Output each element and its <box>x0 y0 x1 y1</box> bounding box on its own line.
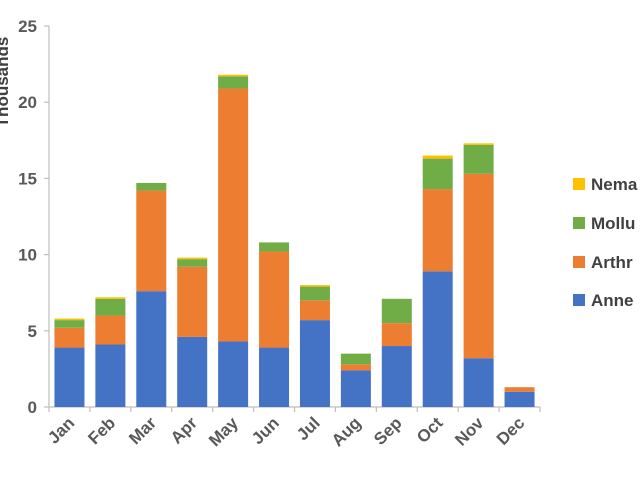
bar-segment-mollu-oct <box>422 158 453 190</box>
y-tick-label: 25 <box>18 17 37 36</box>
bar-segment-mollu-nov <box>463 144 494 174</box>
bar-segment-nema-apr <box>177 257 208 260</box>
y-tick-label: 15 <box>18 169 37 188</box>
x-tick-label: Mar <box>125 413 160 448</box>
bar-segment-anne-jul <box>299 320 330 407</box>
x-tick-label: Sep <box>370 413 405 448</box>
bar-segment-arthr-nov <box>463 173 494 359</box>
bar-segment-arthr-jan <box>54 327 85 348</box>
bar-segment-mollu-may <box>218 76 249 89</box>
bar-segment-arthr-mar <box>136 190 167 292</box>
y-axis-ticks: 0 5 10 15 20 25 <box>18 17 49 417</box>
y-tick-label: 0 <box>28 398 37 417</box>
bar-segment-anne-aug <box>340 370 371 407</box>
bar-segment-anne-apr <box>177 336 208 407</box>
bar-segment-mollu-jun <box>259 242 290 252</box>
bar-segment-arthr-feb <box>95 315 126 345</box>
legend-label-mollu: Mollu <box>591 214 635 233</box>
bar-segment-nema-oct <box>422 155 453 159</box>
bar-segment-anne-jun <box>259 347 290 407</box>
legend-swatch-anne <box>573 294 585 306</box>
x-tick-label: Apr <box>167 413 201 447</box>
bar-segment-nema-feb <box>95 297 126 299</box>
y-tick-label: 5 <box>28 322 37 341</box>
y-tick-label: 20 <box>18 93 37 112</box>
x-tick-label: Jul <box>293 413 324 444</box>
legend-swatch-arthr <box>573 256 585 268</box>
x-axis-ticks: Jan Feb Mar Apr May Jun Jul Aug Sep Oct Nov Dec <box>44 407 541 450</box>
x-tick-label: May <box>205 413 242 450</box>
bar-segment-arthr-dec <box>504 387 535 392</box>
bar-segment-arthr-jul <box>299 300 330 321</box>
bar-segment-anne-may <box>218 341 249 407</box>
legend-label-nema: Nema <box>591 175 638 194</box>
x-tick-label: Nov <box>451 413 488 450</box>
bar-segment-arthr-oct <box>422 189 453 272</box>
legend: Nema Mollu Arthr Anne <box>573 175 638 310</box>
bar-segment-mollu-sep <box>381 298 412 324</box>
bar-segment-mollu-apr <box>177 259 208 267</box>
x-tick-label: Jan <box>44 413 78 447</box>
bar-segment-anne-nov <box>463 358 494 407</box>
bar-segment-nema-may <box>218 74 249 77</box>
x-tick-label: Dec <box>493 413 528 448</box>
bar-segment-arthr-aug <box>340 364 371 371</box>
y-axis-label: Thousands <box>0 37 12 128</box>
bar-segment-mollu-mar <box>136 182 167 191</box>
y-tick-label: 10 <box>18 246 37 265</box>
bar-segment-anne-feb <box>95 344 126 407</box>
y-axis-label-group: Thousands <box>0 37 12 128</box>
legend-swatch-mollu <box>573 217 585 229</box>
bar-segment-anne-jan <box>54 347 85 407</box>
x-tick-label: Oct <box>413 413 447 447</box>
bar-segment-arthr-may <box>218 88 249 342</box>
x-tick-label: Feb <box>84 413 119 448</box>
legend-label-arthr: Arthr <box>591 253 633 272</box>
bar-segment-nema-nov <box>463 143 494 145</box>
bar-segment-mollu-aug <box>340 353 371 365</box>
bars <box>54 74 535 407</box>
legend-swatch-nema <box>573 178 585 190</box>
legend-label-anne: Anne <box>591 291 634 310</box>
bar-segment-mollu-jul <box>299 286 330 301</box>
bar-segment-mollu-feb <box>95 298 126 316</box>
bar-segment-anne-dec <box>504 391 535 407</box>
x-tick-label: Aug <box>328 413 365 450</box>
bar-segment-arthr-apr <box>177 266 208 337</box>
bar-segment-anne-oct <box>422 271 453 407</box>
bar-segment-anne-mar <box>136 291 167 407</box>
bar-segment-anne-sep <box>381 346 412 407</box>
bar-segment-nema-jan <box>54 318 85 321</box>
x-tick-label: Jun <box>248 413 283 448</box>
bar-segment-mollu-jan <box>54 320 85 328</box>
bar-segment-arthr-sep <box>381 323 412 347</box>
bar-segment-nema-jul <box>299 285 330 287</box>
bar-segment-arthr-jun <box>259 251 290 348</box>
